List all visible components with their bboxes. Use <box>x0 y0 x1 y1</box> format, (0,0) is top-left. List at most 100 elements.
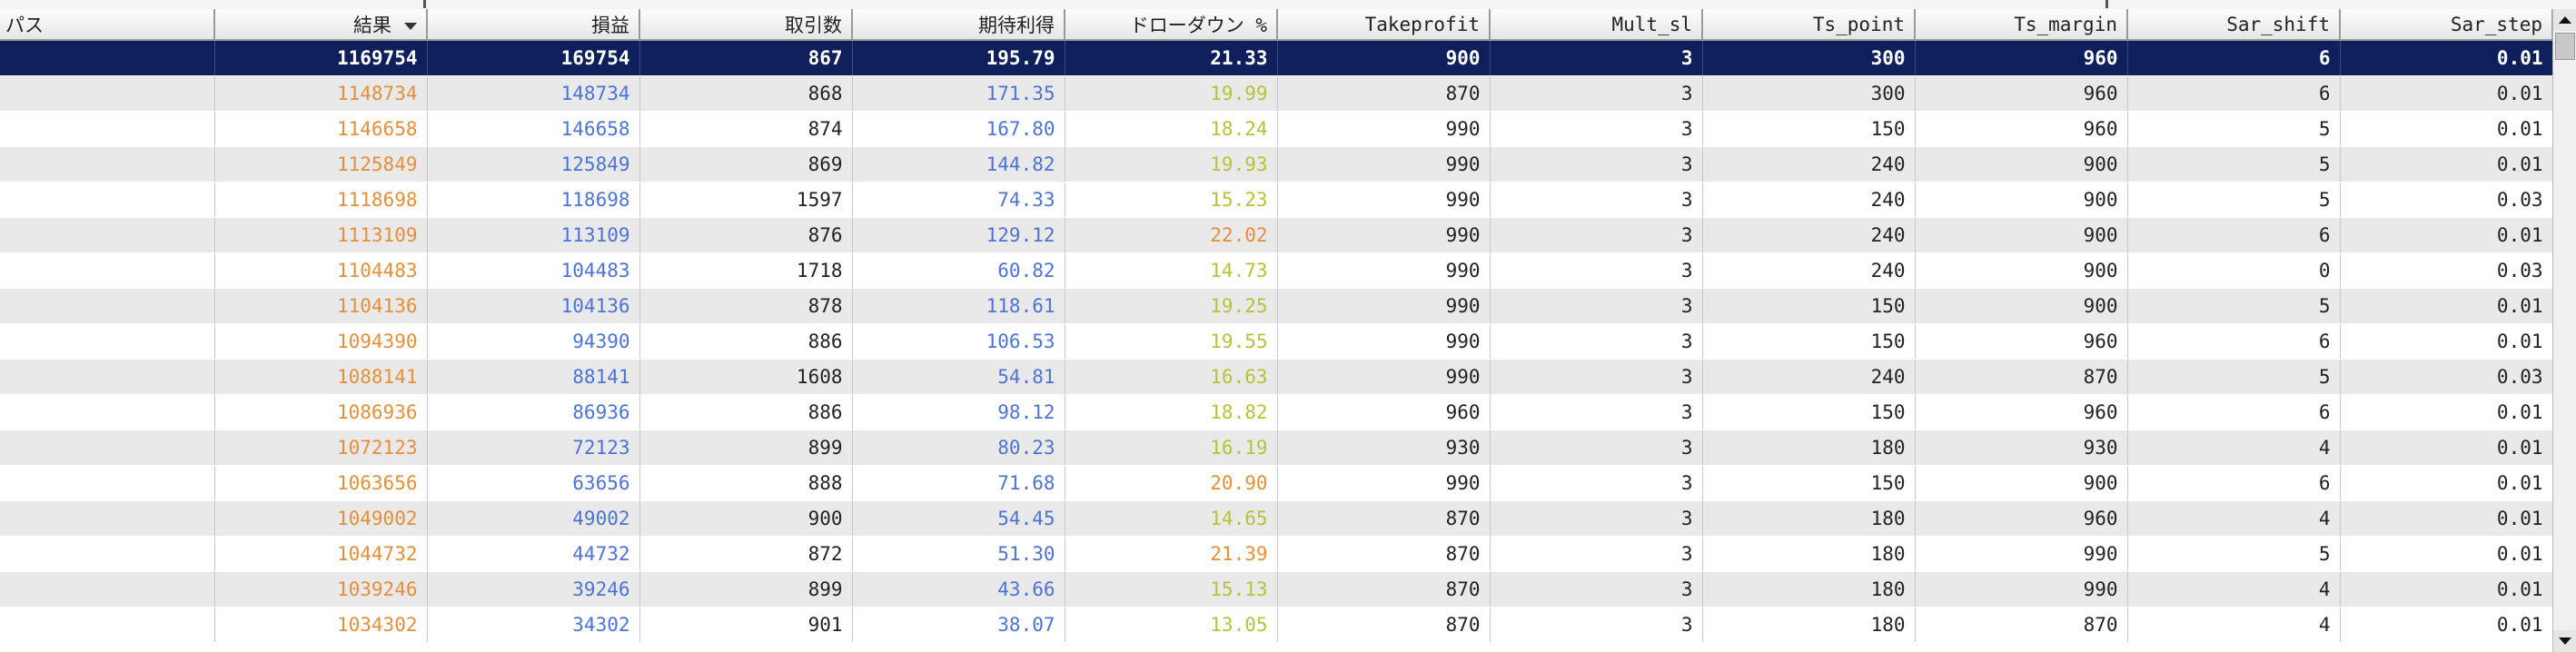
column-header-profit[interactable]: 損益 <box>427 9 640 41</box>
cell-result: 1113109 <box>214 217 428 253</box>
cell-sar-shift: 5 <box>2127 111 2341 147</box>
arrow-down-icon <box>2559 637 2571 645</box>
cell-drawdown: 14.73 <box>1065 252 1278 289</box>
cell-trades: 878 <box>639 288 853 324</box>
cell-sar-step: 0.03 <box>2340 359 2553 395</box>
cell-result: 1044732 <box>214 536 428 572</box>
scroll-down-button[interactable] <box>2553 630 2576 652</box>
vertical-scrollbar[interactable] <box>2552 9 2576 652</box>
cell-pass <box>0 394 215 430</box>
cell-result: 1146658 <box>214 111 428 147</box>
cell-ts-margin: 990 <box>1915 536 2128 572</box>
table-row[interactable]: 1104483 104483 1718 60.82 14.73 990 3 240 900 0 0.… <box>0 252 2553 289</box>
table-row[interactable]: 1146658 146658 874 167.80 18.24 990 3 150 960 5 0.… <box>0 111 2553 147</box>
cell-mult-sl: 3 <box>1490 217 1703 253</box>
column-header-expected-payoff[interactable]: 期待利得 <box>852 9 1065 41</box>
arrow-up-icon <box>2559 16 2571 24</box>
cell-sar-shift: 5 <box>2127 146 2341 183</box>
cell-mult-sl: 3 <box>1490 536 1703 572</box>
table-row[interactable]: 1049002 49002 900 54.45 14.65 870 3 180 960 4 0.01 <box>0 500 2553 537</box>
cell-mult-sl: 3 <box>1490 359 1703 395</box>
cell-mult-sl: 3 <box>1490 182 1703 218</box>
column-header-ts-margin[interactable]: Ts_margin <box>1915 9 2128 41</box>
cell-takeprofit: 930 <box>1277 430 1491 466</box>
cell-result: 1034302 <box>214 607 428 643</box>
cell-sar-step: 0.01 <box>2340 500 2553 537</box>
cell-result: 1049002 <box>214 500 428 537</box>
cell-expected-payoff: 54.45 <box>852 500 1065 537</box>
cell-sar-shift: 6 <box>2127 75 2341 112</box>
scrollbar-thumb[interactable] <box>2555 33 2575 60</box>
table-row-selected[interactable]: 1169754 169754 867 195.79 21.33 900 3 300 960 6 0.… <box>0 40 2553 76</box>
cell-result: 1104136 <box>214 288 428 324</box>
cell-ts-margin: 900 <box>1915 465 2128 501</box>
table-row[interactable]: 1072123 72123 899 80.23 16.19 930 3 180 930 4 0.01 <box>0 430 2553 466</box>
table-row[interactable]: 1063656 63656 888 71.68 20.90 990 3 150 900 6 0.01 <box>0 465 2553 501</box>
splitter-handle[interactable] <box>2105 0 2108 8</box>
column-header-drawdown[interactable]: ドローダウン % <box>1065 9 1278 41</box>
cell-sar-shift: 0 <box>2127 252 2341 289</box>
cell-profit: 34302 <box>427 607 640 643</box>
cell-drawdown: 19.99 <box>1065 75 1278 112</box>
cell-drawdown: 14.65 <box>1065 500 1278 537</box>
cell-pass <box>0 430 215 466</box>
cell-profit: 63656 <box>427 465 640 501</box>
table-row[interactable]: 1125849 125849 869 144.82 19.93 990 3 240 900 5 0.… <box>0 146 2553 183</box>
cell-pass <box>0 40 215 76</box>
table-row[interactable]: 1039246 39246 899 43.66 15.13 870 3 180 990 4 0.01 <box>0 571 2553 608</box>
column-header-sar-step[interactable]: Sar_step <box>2340 9 2553 41</box>
cell-mult-sl: 3 <box>1490 252 1703 289</box>
cell-expected-payoff: 60.82 <box>852 252 1065 289</box>
table-row[interactable]: 1113109 113109 876 129.12 22.02 990 3 240 900 6 0.… <box>0 217 2553 253</box>
cell-sar-shift: 4 <box>2127 607 2341 643</box>
cell-profit: 118698 <box>427 182 640 218</box>
cell-drawdown: 15.13 <box>1065 571 1278 608</box>
cell-result: 1169754 <box>214 40 428 76</box>
table-row[interactable]: 1034302 34302 901 38.07 13.05 870 3 180 870 4 0.01 <box>0 607 2553 643</box>
cell-profit: 104136 <box>427 288 640 324</box>
column-header-result[interactable]: 結果 <box>214 9 428 41</box>
cell-drawdown: 16.19 <box>1065 430 1278 466</box>
cell-ts-point: 150 <box>1702 111 1916 147</box>
cell-pass <box>0 111 215 147</box>
column-header-trades[interactable]: 取引数 <box>639 9 853 41</box>
table-row[interactable]: 1118698 118698 1597 74.33 15.23 990 3 240 900 5 0.… <box>0 182 2553 218</box>
cell-profit: 104483 <box>427 252 640 289</box>
results-table: パス 結果 損益 取引数 期待利得 ドローダウン % Takeprofit Mu… <box>0 9 2553 643</box>
cell-ts-margin: 900 <box>1915 146 2128 183</box>
table-row[interactable]: 1086936 86936 886 98.12 18.82 960 3 150 960 6 0.01 <box>0 394 2553 430</box>
column-header-pass[interactable]: パス <box>0 9 215 41</box>
cell-result: 1086936 <box>214 394 428 430</box>
column-header-mult-sl[interactable]: Mult_sl <box>1490 9 1703 41</box>
cell-sar-step: 0.01 <box>2340 111 2553 147</box>
cell-profit: 169754 <box>427 40 640 76</box>
cell-trades: 868 <box>639 75 853 112</box>
column-header-takeprofit[interactable]: Takeprofit <box>1277 9 1491 41</box>
cell-ts-point: 240 <box>1702 252 1916 289</box>
splitter-handle[interactable] <box>423 0 426 8</box>
table-row[interactable]: 1088141 88141 1608 54.81 16.63 990 3 240 870 5 0.0… <box>0 359 2553 395</box>
cell-sar-shift: 6 <box>2127 323 2341 360</box>
table-row[interactable]: 1044732 44732 872 51.30 21.39 870 3 180 990 5 0.01 <box>0 536 2553 572</box>
cell-ts-point: 150 <box>1702 288 1916 324</box>
cell-sar-step: 0.01 <box>2340 217 2553 253</box>
cell-sar-shift: 5 <box>2127 182 2341 218</box>
cell-pass <box>0 217 215 253</box>
cell-sar-step: 0.01 <box>2340 40 2553 76</box>
cell-mult-sl: 3 <box>1490 146 1703 183</box>
column-header-sar-shift[interactable]: Sar_shift <box>2127 9 2341 41</box>
cell-mult-sl: 3 <box>1490 75 1703 112</box>
cell-profit: 146658 <box>427 111 640 147</box>
table-row[interactable]: 1148734 148734 868 171.35 19.99 870 3 300 960 6 0.… <box>0 75 2553 112</box>
cell-takeprofit: 990 <box>1277 252 1491 289</box>
table-row[interactable]: 1104136 104136 878 118.61 19.25 990 3 150 900 5 0.… <box>0 288 2553 324</box>
cell-pass <box>0 252 215 289</box>
column-header-ts-point[interactable]: Ts_point <box>1702 9 1916 41</box>
cell-sar-step: 0.01 <box>2340 430 2553 466</box>
table-row[interactable]: 1094390 94390 886 106.53 19.55 990 3 150 960 6 0.0… <box>0 323 2553 360</box>
scroll-up-button[interactable] <box>2553 9 2576 31</box>
cell-pass <box>0 288 215 324</box>
cell-takeprofit: 990 <box>1277 288 1491 324</box>
cell-ts-point: 240 <box>1702 359 1916 395</box>
cell-trades: 1597 <box>639 182 853 218</box>
